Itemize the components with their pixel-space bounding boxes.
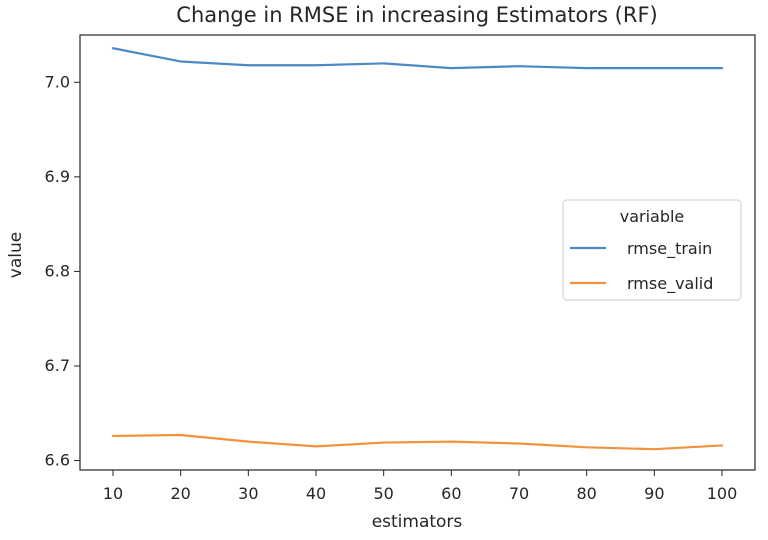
y-tick-label: 7.0 xyxy=(45,72,70,91)
x-tick-label: 40 xyxy=(306,484,326,503)
y-tick-label: 6.8 xyxy=(45,261,70,280)
x-tick-label: 30 xyxy=(238,484,258,503)
y-axis: 6.6 6.7 6.8 6.9 7.0 xyxy=(45,72,80,470)
x-tick-label: 90 xyxy=(644,484,664,503)
x-tick-label: 20 xyxy=(170,484,190,503)
legend-title: variable xyxy=(620,207,685,226)
x-tick-label: 50 xyxy=(373,484,393,503)
legend-box xyxy=(562,199,742,301)
y-axis-label: value xyxy=(6,232,26,278)
x-tick-label: 10 xyxy=(103,484,123,503)
x-tick-label: 60 xyxy=(441,484,461,503)
series-line-rmse-train xyxy=(111,47,724,70)
y-tick-label: 6.6 xyxy=(45,451,70,470)
x-axis: 10 20 30 40 50 60 70 80 90 100 xyxy=(103,470,737,503)
legend-label-rmse-valid: rmse_valid xyxy=(627,274,713,294)
x-tick-label: 100 xyxy=(707,484,738,503)
y-tick-label: 6.7 xyxy=(45,356,70,375)
series-line-rmse-valid xyxy=(111,433,724,451)
x-tick-label: 70 xyxy=(509,484,529,503)
plot-frame xyxy=(79,34,756,471)
legend: variable rmse_train rmse_valid xyxy=(562,199,742,301)
x-tick-label: 80 xyxy=(576,484,596,503)
chart-title: Change in RMSE in increasing Estimators … xyxy=(176,3,657,27)
y-tick-label: 6.9 xyxy=(45,167,70,186)
legend-label-rmse-train: rmse_train xyxy=(627,239,712,259)
x-axis-label: estimators xyxy=(372,512,463,532)
series-layer xyxy=(111,47,724,451)
